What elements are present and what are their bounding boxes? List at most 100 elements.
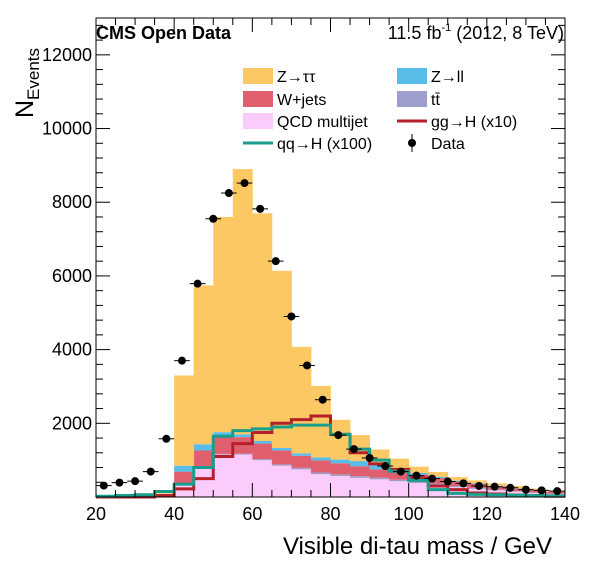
bar-qcd	[193, 467, 214, 497]
data-point	[209, 214, 218, 223]
bar-zll	[174, 465, 195, 472]
bar-zll	[232, 434, 253, 438]
bar-ttbar	[447, 485, 468, 488]
bar-ztt	[232, 169, 253, 435]
x-tick-label: 80	[320, 504, 340, 524]
bar-wjets	[350, 466, 370, 477]
data-point	[412, 471, 421, 480]
bar-ttbar	[291, 467, 312, 470]
data-point	[443, 477, 452, 486]
bar-wjets	[193, 450, 214, 468]
data-point	[459, 479, 468, 488]
bar-qcd	[369, 479, 390, 497]
data-point	[521, 485, 530, 494]
legend-label-ttbar: tt̄	[431, 92, 440, 109]
bar-zll	[291, 453, 312, 456]
legend-swatch-wjets	[243, 91, 273, 107]
bar-qcd	[174, 484, 195, 497]
bar-ztt	[291, 346, 312, 454]
bar-wjets	[271, 450, 292, 465]
data-point	[224, 189, 233, 198]
y-axis-label-sub: Events	[24, 48, 43, 100]
data-point	[490, 482, 499, 491]
bar-ztt	[447, 477, 468, 481]
data-point	[475, 481, 484, 490]
bar-ztt	[506, 485, 527, 489]
bar-zll	[369, 464, 390, 470]
y-tick-label: 10000	[42, 119, 92, 139]
data-point	[537, 486, 546, 495]
data-point	[256, 204, 265, 213]
bar-ttbar	[330, 474, 351, 476]
bar-ztt	[193, 285, 214, 445]
data-point	[349, 445, 358, 454]
bar-ttbar	[428, 483, 449, 485]
data-point	[177, 356, 186, 365]
legend-label-wjets: W+jets	[277, 92, 326, 109]
data-point	[396, 467, 405, 476]
legend-label-qcd: QCD multijet	[277, 114, 368, 131]
bar-ttbar	[389, 479, 410, 482]
data-point	[365, 453, 374, 462]
legend-swatch-ttbar	[397, 91, 427, 107]
data-point	[506, 483, 515, 492]
y-tick-label: 2000	[52, 413, 92, 433]
bar-qcd	[350, 477, 370, 497]
data-point	[131, 477, 140, 486]
bar-wjets	[291, 455, 312, 468]
bar-ztt	[174, 375, 195, 466]
legend-label-ztt: Z→ττ	[277, 69, 316, 86]
legend: Z→ττ W+jets QCD multijet qq→H (x100) Z→ll tt̄…	[243, 68, 517, 153]
bar-ztt	[154, 493, 175, 495]
bar-ttbar	[369, 477, 390, 480]
data-point	[115, 478, 124, 487]
bar-zll	[271, 447, 292, 451]
bar-qcd	[389, 481, 410, 497]
stacked-bars	[96, 169, 566, 497]
legend-swatch-zll	[397, 68, 427, 84]
bar-qcd	[408, 482, 429, 497]
bar-ztt	[428, 471, 449, 477]
x-axis-label: Visible di-tau mass / GeV	[283, 533, 552, 560]
bar-wjets	[506, 488, 527, 492]
legend-label-ggh: gg→H (x10)	[431, 114, 517, 131]
data-point	[428, 474, 437, 483]
bar-zll	[428, 476, 449, 479]
x-tick-label: 120	[472, 504, 502, 524]
bar-ttbar	[213, 453, 234, 455]
bar-ztt	[330, 419, 351, 460]
bar-ttbar	[525, 492, 546, 493]
y-tick-label: 6000	[52, 266, 92, 286]
data-point	[240, 179, 249, 188]
bar-ztt	[389, 458, 410, 470]
bar-ztt	[408, 466, 429, 473]
bar-wjets	[213, 435, 234, 454]
bar-wjets	[389, 471, 410, 480]
bar-wjets	[369, 469, 390, 478]
bar-ttbar	[506, 491, 527, 492]
legend-label-data: Data	[431, 136, 465, 153]
bar-ztt	[213, 216, 234, 433]
subtitle-sup: -1	[441, 22, 451, 34]
bar-zll	[252, 440, 273, 444]
data-point	[303, 361, 312, 370]
bar-ztt	[252, 213, 273, 441]
chart-subtitle: 11.5 fb-1 (2012, 8 TeV)	[388, 22, 564, 43]
bar-zll	[193, 444, 214, 451]
y-axis-label-main: N	[11, 100, 39, 118]
bar-qcd	[232, 454, 253, 497]
bar-qcd	[213, 454, 234, 497]
data-points	[96, 179, 565, 496]
legend-swatch-data	[408, 139, 416, 147]
bar-wjets	[174, 471, 195, 484]
y-tick-label: 12000	[42, 45, 92, 65]
axis-ticks: 20 40 60 80 100 120 140 2000 4000 6000 8000 10000 12…	[42, 18, 580, 524]
bar-ztt	[525, 488, 546, 490]
subtitle-rest: (2012, 8 TeV)	[451, 23, 564, 43]
data-point	[146, 467, 155, 476]
bar-ztt	[310, 385, 331, 458]
bar-ttbar	[232, 453, 253, 455]
bar-qcd	[252, 460, 273, 497]
bar-wjets	[428, 478, 449, 484]
